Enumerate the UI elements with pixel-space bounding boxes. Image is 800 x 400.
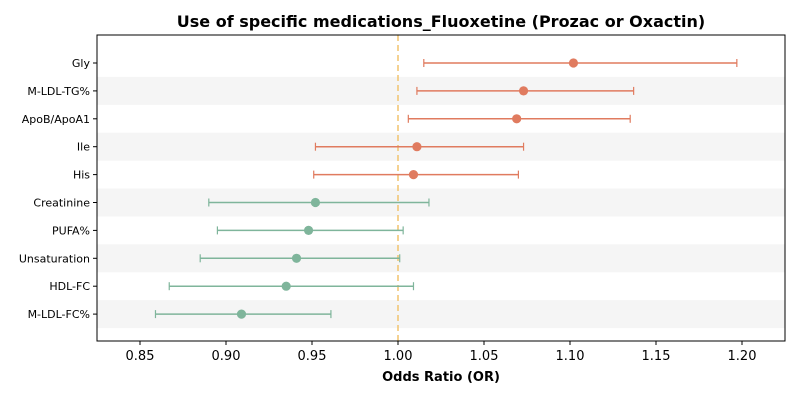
y-tick-label: HDL-FC [49,280,90,293]
estimate-row [208,197,430,208]
point-estimate [512,114,522,124]
x-tick-labels: 0.85 0.90 0.95 1.00 1.05 1.10 1.15 1.20 [126,341,757,364]
x-tick-label: 0.85 [126,349,155,364]
point-estimate [518,86,529,96]
point-estimate [281,281,291,291]
y-tick-label: Creatinine [33,197,90,210]
row-band [97,188,785,217]
estimate-row [216,225,404,235]
estimate-row [154,309,332,319]
x-tick-label: 0.95 [298,349,327,364]
y-tick-label: M-LDL-FC% [28,308,90,321]
y-tick-label: His [73,169,90,182]
point-estimate [412,142,422,152]
estimates-group [154,58,738,319]
y-tick-label: ApoB/ApoA1 [22,113,90,126]
y-tick-label: PUFA% [52,224,90,237]
estimate-row [416,86,635,96]
y-tick-label: Unsaturation [19,252,90,265]
x-tick-label: 1.10 [556,349,585,364]
estimate-row [313,170,520,180]
y-tick-label: Gly [72,57,91,70]
row-shading-group [97,76,785,329]
y-tick-label: M-LDL-TG% [27,85,90,98]
estimate-row [407,114,631,124]
x-axis-label: Odds Ratio (OR) [382,370,500,385]
x-tick-label: 1.05 [470,349,499,364]
point-estimate [236,309,247,319]
chart-title: Use of specific medications_Fluoxetine (… [177,12,705,31]
x-tick-label: 1.20 [728,349,757,364]
y-tick-labels: Gly M-LDL-TG% ApoB/ApoA1 Ile His Creatinine PU… [19,57,97,321]
plot-frame [96,34,786,342]
point-estimate [291,253,302,263]
estimate-row [199,253,401,263]
x-tick-label: 0.90 [212,349,241,364]
x-tick-label: 1.00 [384,349,413,364]
estimate-row [314,142,525,152]
estimate-row [168,281,415,291]
point-estimate [310,197,321,208]
x-tick-label: 1.15 [642,349,671,364]
estimate-row [423,58,738,68]
point-estimate [303,225,314,235]
y-tick-label: Ile [77,141,90,154]
point-estimate [568,58,579,68]
point-estimate [408,170,419,180]
